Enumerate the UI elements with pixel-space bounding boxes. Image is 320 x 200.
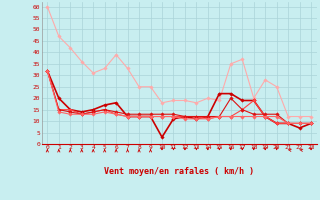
X-axis label: Vent moyen/en rafales ( km/h ): Vent moyen/en rafales ( km/h ) — [104, 167, 254, 176]
